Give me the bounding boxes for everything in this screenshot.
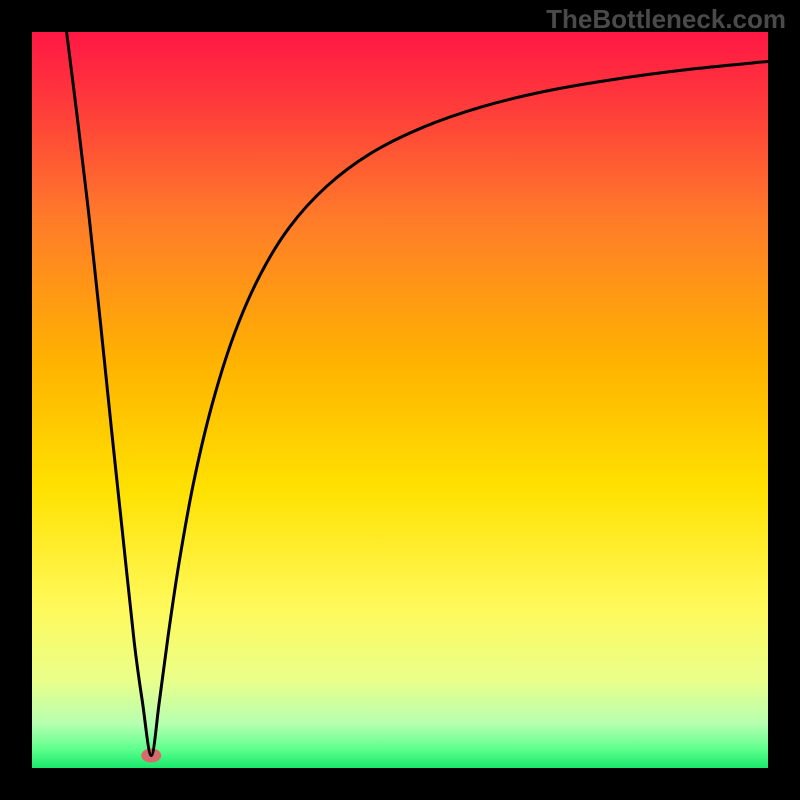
bottleneck-curve-svg [32,32,768,768]
chart-container: TheBottleneck.com [0,0,800,800]
watermark-label: TheBottleneck.com [546,4,786,35]
plot-area [32,32,768,768]
bottleneck-curve-path [67,32,768,755]
